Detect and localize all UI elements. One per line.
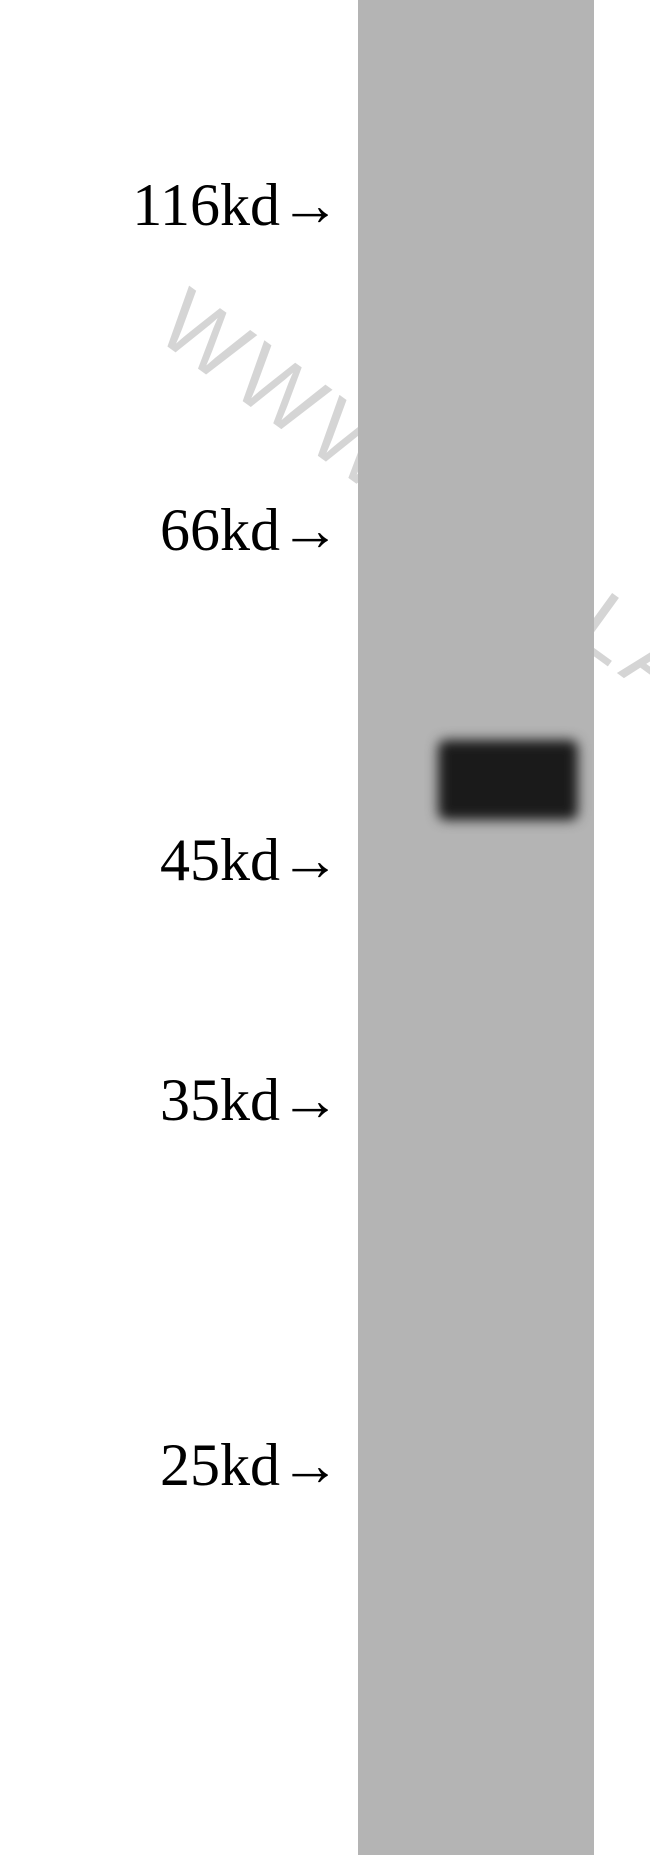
marker-25kd: 25kd→ — [160, 1430, 340, 1500]
marker-label-text: 25kd — [160, 1432, 280, 1498]
marker-label-text: 45kd — [160, 827, 280, 893]
marker-label-text: 35kd — [160, 1067, 280, 1133]
arrow-icon: → — [280, 171, 340, 238]
marker-66kd: 66kd→ — [160, 495, 340, 565]
marker-label-text: 66kd — [160, 497, 280, 563]
blot-lane — [358, 0, 594, 1855]
arrow-icon: → — [280, 496, 340, 563]
arrow-icon: → — [280, 826, 340, 893]
western-blot-figure: WWW.PTGLAB.COM 116kd→ 66kd→ 45kd→ 35kd→ … — [0, 0, 650, 1855]
arrow-icon: → — [280, 1431, 340, 1498]
marker-45kd: 45kd→ — [160, 825, 340, 895]
protein-band — [438, 740, 578, 820]
marker-label-text: 116kd — [132, 172, 280, 238]
marker-35kd: 35kd→ — [160, 1065, 340, 1135]
arrow-icon: → — [280, 1066, 340, 1133]
marker-116kd: 116kd→ — [132, 170, 340, 240]
